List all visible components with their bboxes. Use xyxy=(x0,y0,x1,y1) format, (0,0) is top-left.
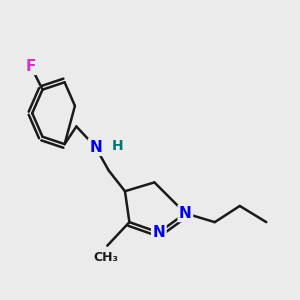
Text: H: H xyxy=(112,139,123,153)
Text: F: F xyxy=(26,58,36,74)
Text: N: N xyxy=(152,225,165,240)
Text: N: N xyxy=(89,140,102,154)
Text: N: N xyxy=(179,206,192,221)
Text: CH₃: CH₃ xyxy=(93,251,118,264)
